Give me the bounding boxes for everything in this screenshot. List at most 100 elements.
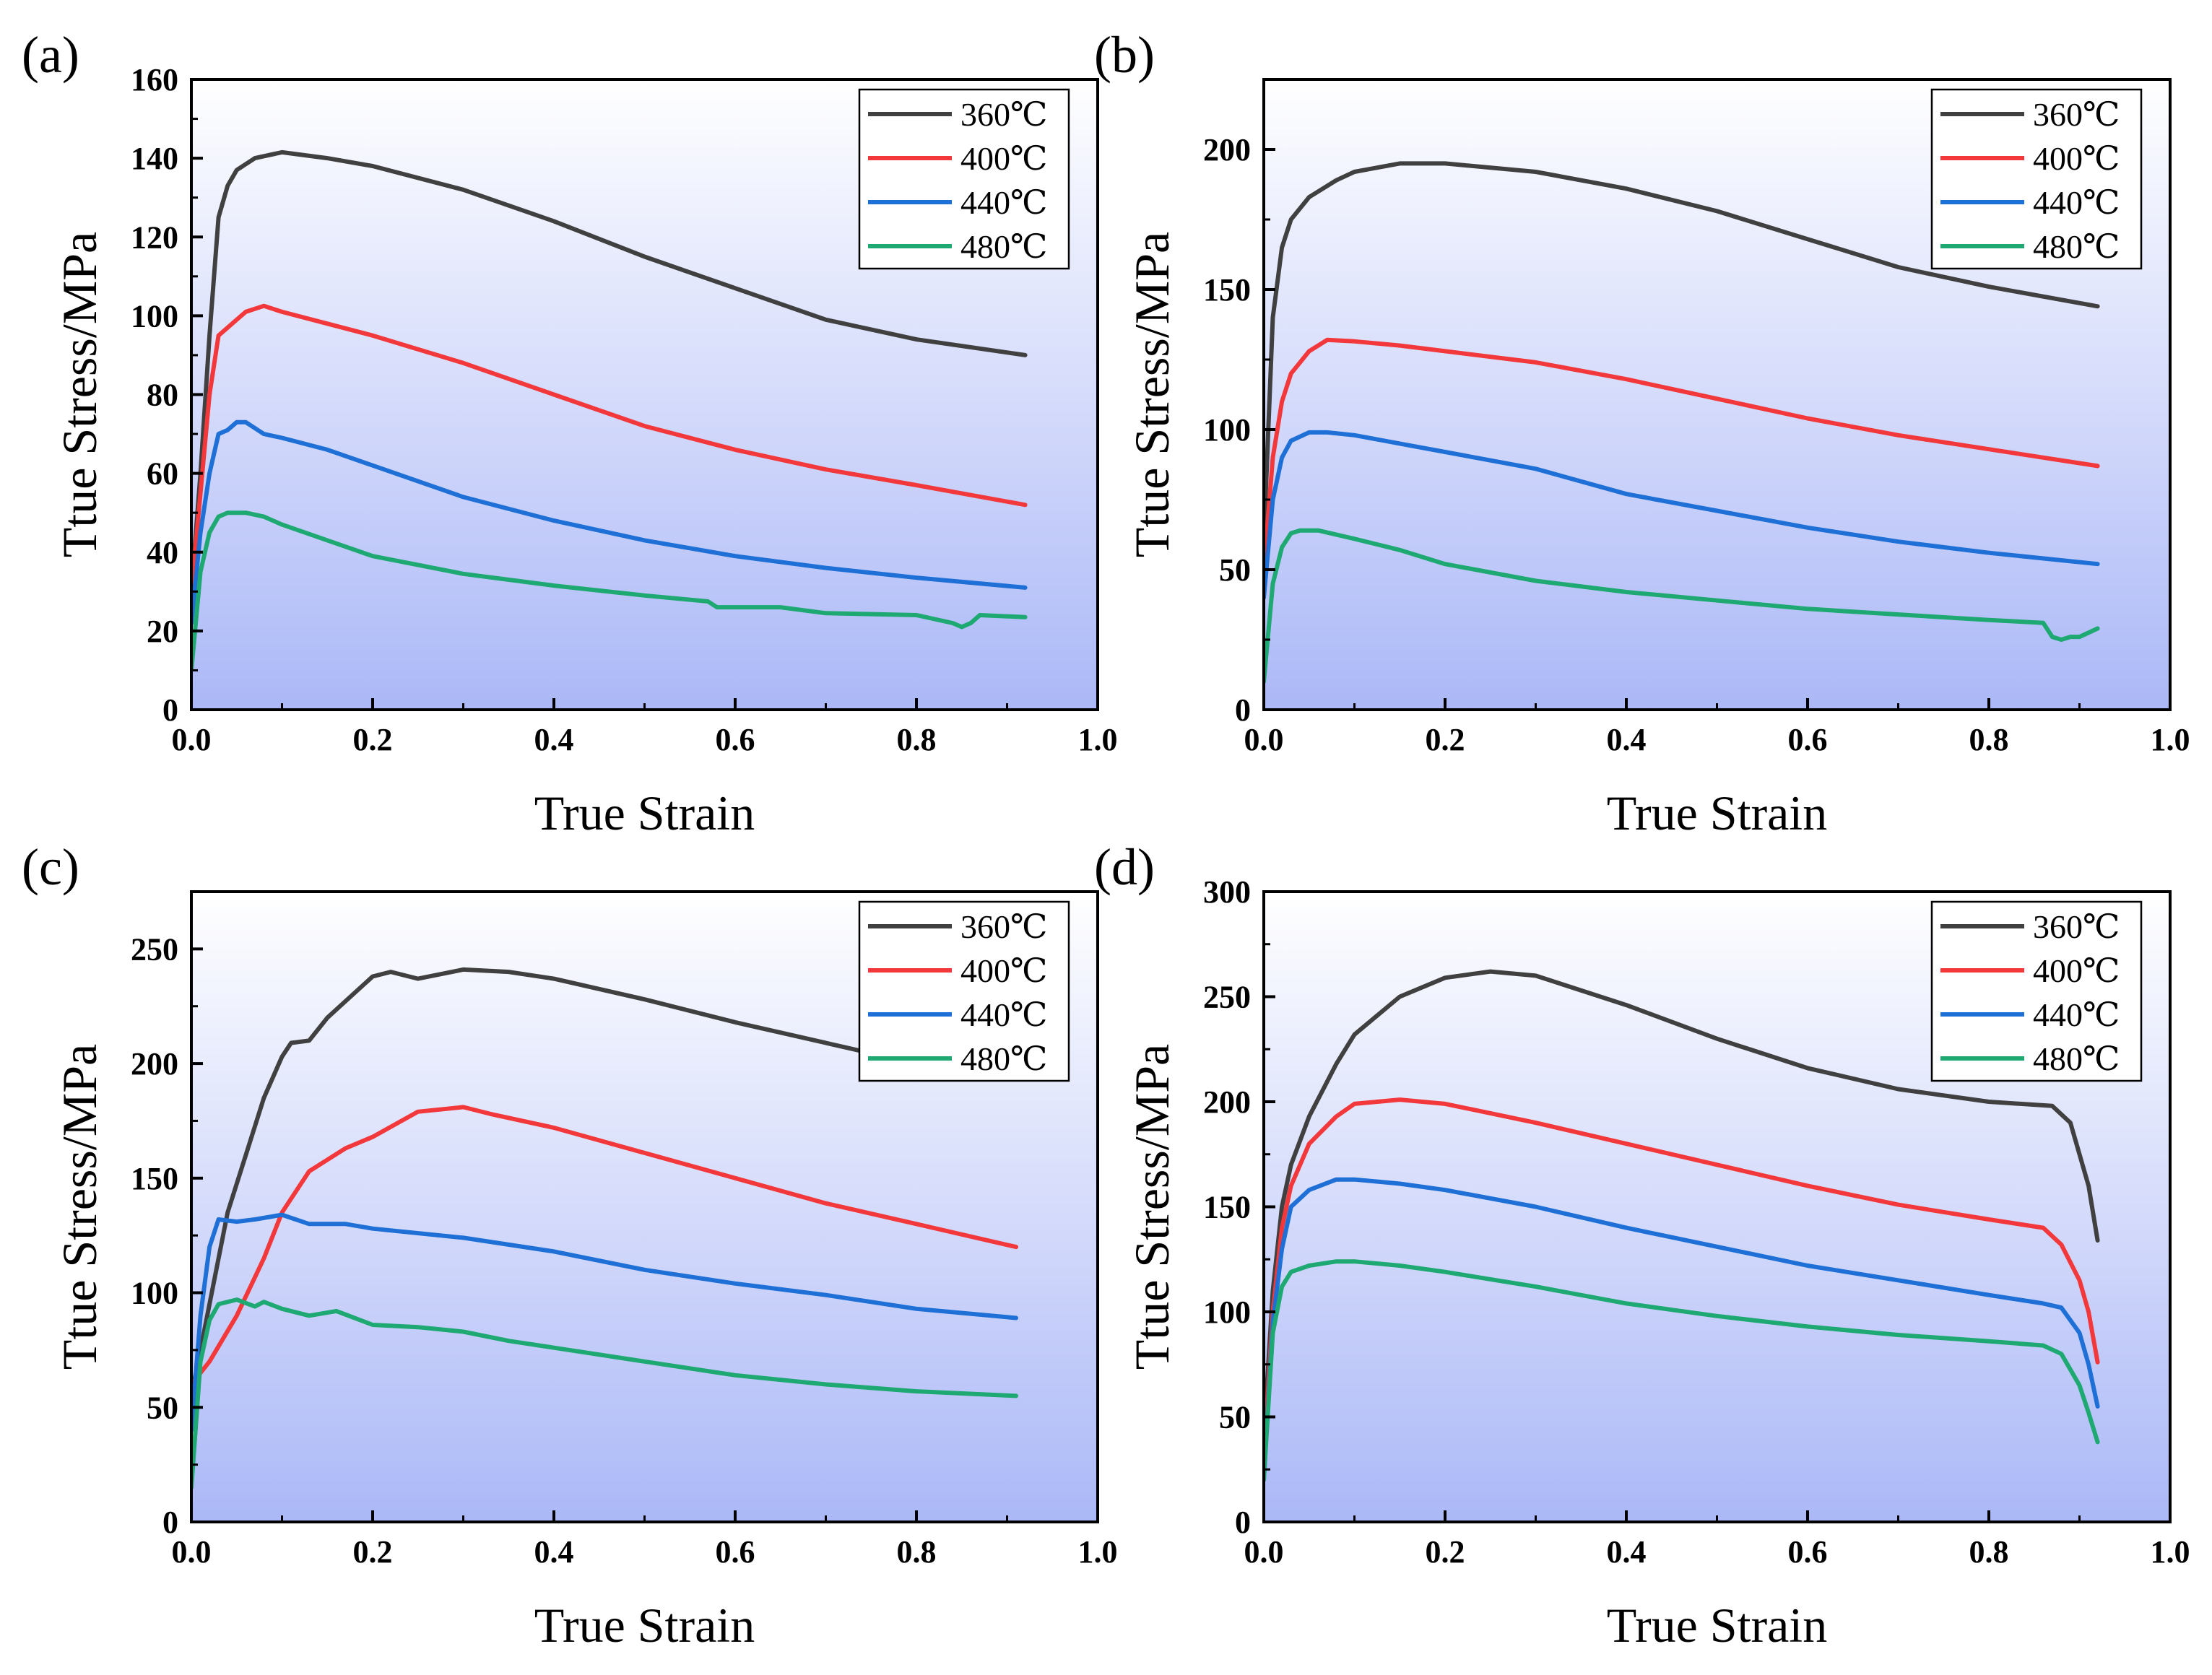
series-line-1 [191, 149, 1028, 594]
y-tick-label: 80 [147, 378, 178, 413]
legend: 360℃ 400℃ 440℃ 480℃ [858, 900, 1070, 1082]
x-tick-label: 0.8 [1969, 1534, 2009, 1570]
panel-label: (d) [1094, 838, 1155, 896]
y-tick-label: 160 [131, 62, 178, 97]
legend: 360℃ 400℃ 440℃ 480℃ [1930, 900, 2143, 1082]
series-line-1 [191, 967, 937, 1398]
y-tick-label: 250 [131, 931, 178, 967]
panel-label: (c) [22, 838, 79, 896]
series-line-4 [191, 1297, 1018, 1490]
panel-label: (a) [22, 26, 79, 84]
y-axis-title: Ttue Stress/MPa [52, 1044, 107, 1370]
x-tick-label: 0.8 [897, 722, 937, 757]
y-tick-label: 60 [147, 456, 178, 492]
series-line-2 [191, 1105, 1018, 1387]
x-tick-label: 1.0 [2151, 722, 2190, 757]
legend-label-1: 360℃ [960, 908, 1047, 945]
legend-label-3: 440℃ [960, 184, 1047, 221]
y-tick-label: 0 [1235, 692, 1251, 728]
series-line-2 [1264, 337, 2100, 572]
x-tick-label: 0.6 [716, 722, 755, 757]
y-tick-label: 100 [1203, 412, 1251, 448]
legend-label-1: 360℃ [2033, 96, 2120, 133]
x-tick-label: 0.0 [1244, 722, 1284, 757]
y-tick-label: 100 [1203, 1295, 1251, 1330]
panel-label: (b) [1094, 26, 1155, 84]
y-tick-label: 0 [1235, 1505, 1251, 1540]
legend-box [858, 88, 1070, 270]
series-line-4 [191, 510, 1028, 673]
x-tick-label: 1.0 [1078, 1534, 1118, 1570]
x-tick-label: 0.4 [534, 1534, 574, 1570]
y-tick-label: 200 [131, 1046, 178, 1082]
y-tick-label: 200 [1203, 1084, 1251, 1120]
x-tick-label: 0.4 [1607, 722, 1647, 757]
legend-label-4: 480℃ [960, 1040, 1047, 1077]
y-axis-title: Ttue Stress/MPa [52, 232, 107, 557]
series-line-1 [1264, 161, 2100, 544]
x-axis-title: True Strain [534, 786, 755, 840]
y-tick-label: 250 [1203, 980, 1251, 1015]
y-tick-label: 120 [131, 219, 178, 255]
x-tick-label: 0.2 [353, 722, 393, 757]
chart-panel-1: 0.0 0.2 0.4 0.6 0.8 1.0 0 20 40 60 80 100 120 140 160 T… [22, 26, 1118, 840]
y-tick-label: 50 [147, 1390, 178, 1425]
x-tick-label: 0.6 [716, 1534, 755, 1570]
legend-label-3: 440℃ [960, 996, 1047, 1033]
x-tick-label: 0.0 [172, 1534, 212, 1570]
y-tick-label: 140 [131, 141, 178, 176]
x-tick-label: 0.2 [353, 1534, 393, 1570]
y-tick-label: 0 [162, 692, 178, 728]
legend-label-4: 480℃ [960, 228, 1047, 265]
x-axis-title: True Strain [1607, 1598, 1827, 1653]
series-line-3 [191, 419, 1028, 625]
y-tick-label: 40 [147, 535, 178, 570]
series-line-3 [191, 1212, 1018, 1432]
series-line-1 [1264, 969, 2100, 1440]
legend-box [1930, 88, 2143, 270]
legend-label-2: 400℃ [960, 952, 1047, 989]
x-tick-label: 0.6 [1788, 1534, 1828, 1570]
x-tick-label: 0.0 [1244, 1534, 1284, 1570]
chart-panel-4: 0.0 0.2 0.4 0.6 0.8 1.0 0 50 100 150 200 250 300 True… [1094, 838, 2190, 1653]
y-axis-title: Ttue Stress/MPa [1124, 1044, 1179, 1370]
x-tick-label: 0.4 [1607, 1534, 1647, 1570]
legend-box [858, 900, 1070, 1082]
y-tick-label: 20 [147, 614, 178, 649]
y-axis-title: Ttue Stress/MPa [1124, 232, 1179, 557]
x-tick-label: 0.2 [1426, 1534, 1465, 1570]
x-tick-label: 0.4 [534, 722, 574, 757]
y-tick-label: 50 [1219, 552, 1251, 588]
series-line-2 [191, 303, 1028, 594]
legend-label-4: 480℃ [2033, 228, 2120, 265]
y-tick-label: 150 [1203, 1190, 1251, 1225]
x-tick-label: 0.0 [172, 722, 212, 757]
x-axis-title: True Strain [534, 1598, 755, 1653]
series-line-3 [1264, 430, 2100, 600]
legend-label-4: 480℃ [2033, 1040, 2120, 1077]
legend-box [1930, 900, 2143, 1082]
series-line-4 [1264, 528, 2100, 684]
legend-label-1: 360℃ [960, 96, 1047, 133]
x-tick-label: 0.2 [1426, 722, 1465, 757]
y-tick-label: 100 [131, 1276, 178, 1311]
x-tick-label: 1.0 [1078, 722, 1118, 757]
x-tick-label: 0.8 [1969, 722, 2009, 757]
y-tick-label: 100 [131, 298, 178, 334]
legend-label-1: 360℃ [2033, 908, 2120, 945]
x-tick-label: 0.6 [1788, 722, 1828, 757]
legend-label-2: 400℃ [960, 140, 1047, 177]
x-tick-label: 0.8 [897, 1534, 937, 1570]
chart-panel-3: 0.0 0.2 0.4 0.6 0.8 1.0 0 50 100 150 200 250 True St… [22, 838, 1118, 1653]
y-tick-label: 300 [1203, 874, 1251, 910]
y-tick-label: 150 [1203, 272, 1251, 308]
y-tick-label: 200 [1203, 132, 1251, 168]
legend-label-3: 440℃ [2033, 184, 2120, 221]
legend-label-2: 400℃ [2033, 952, 2120, 989]
y-tick-label: 0 [162, 1505, 178, 1540]
y-tick-label: 150 [131, 1161, 178, 1196]
series-line-2 [1264, 1097, 2100, 1461]
x-tick-label: 1.0 [2151, 1534, 2190, 1570]
